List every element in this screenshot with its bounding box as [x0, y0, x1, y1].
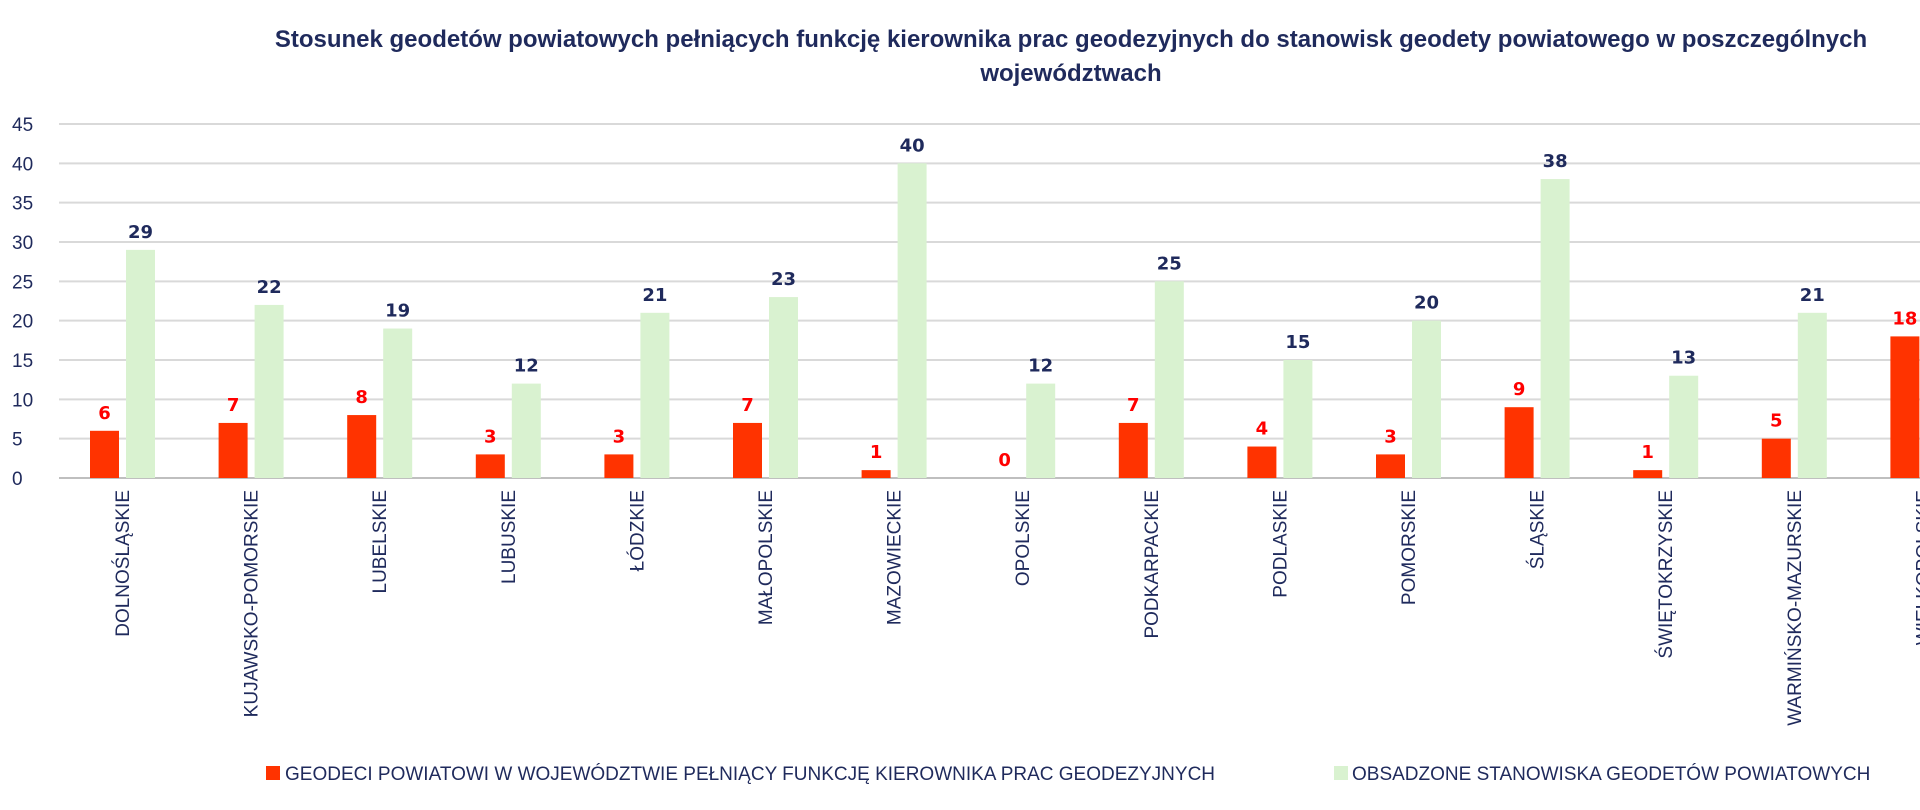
bar-series-1 — [1118, 422, 1148, 478]
data-label-series-1: 3 — [484, 426, 497, 447]
bar-series-2 — [897, 163, 927, 479]
data-label-series-1: 4 — [1256, 419, 1269, 440]
bar-series-1 — [218, 422, 248, 478]
x-tick-label: MAŁOPOLSKIE — [756, 490, 777, 625]
data-label-series-1: 1 — [870, 442, 883, 463]
data-label-series-2: 19 — [385, 301, 410, 322]
y-tick-label: 15 — [12, 351, 33, 372]
y-tick-label: 35 — [12, 194, 33, 215]
bar-series-1 — [1633, 470, 1663, 478]
chart-title-line-2: województwach — [979, 60, 1161, 87]
x-tick-label: MAZOWIECKIE — [885, 490, 906, 625]
chart-title-line-1: Stosunek geodetów powiatowych pełniących… — [275, 26, 1867, 53]
data-label-series-2: 20 — [1414, 293, 1439, 314]
bar-series-1 — [347, 415, 377, 478]
data-label-series-1: 9 — [1513, 379, 1526, 400]
bar-series-2 — [1154, 281, 1184, 478]
data-label-series-2: 12 — [514, 356, 539, 377]
data-label-series-1: 0 — [998, 450, 1011, 471]
legend: GEODECI POWIATOWI W WOJEWÓDZTWIE PEŁNIĄC… — [266, 763, 1870, 785]
data-label-series-2: 25 — [1157, 253, 1182, 274]
y-tick-label: 25 — [12, 272, 33, 293]
data-label-series-1: 7 — [741, 395, 754, 416]
bar-series-2 — [1797, 312, 1827, 478]
data-label-series-1: 7 — [1127, 395, 1140, 416]
x-tick-label: ŚLĄSKIE — [1527, 490, 1549, 569]
bar-series-1 — [1504, 407, 1534, 478]
data-label-series-2: 21 — [1800, 285, 1825, 306]
data-label-series-1: 3 — [1384, 426, 1397, 447]
data-label-series-1: 7 — [227, 395, 240, 416]
x-tick-label: LUBUSKIE — [499, 490, 520, 584]
bar-series-2 — [1026, 383, 1056, 478]
bar-series-2 — [640, 312, 670, 478]
data-label-series-2: 23 — [771, 269, 796, 290]
bar-series-2 — [1669, 375, 1699, 478]
data-label-series-2: 13 — [1671, 348, 1696, 369]
data-label-series-2: 22 — [257, 277, 282, 298]
data-label-series-2: 38 — [1543, 151, 1568, 172]
bar-series-2 — [1540, 179, 1570, 479]
x-tick-label: PODKARPACKIE — [1142, 490, 1163, 639]
x-tick-label: PODLASKIE — [1270, 490, 1291, 598]
bar-series-2 — [769, 297, 798, 478]
bar-series-2 — [383, 328, 413, 478]
gridlines — [59, 123, 1920, 479]
data-label-series-1: 1 — [1641, 442, 1654, 463]
x-tick-label: ŚWIĘTOKRZYSKIE — [1655, 490, 1677, 659]
bar-series-1 — [1376, 454, 1405, 478]
y-tick-label: 40 — [12, 154, 33, 175]
legend-label-series-2: OBSADZONE STANOWISKA GEODETÓW POWIATOWYC… — [1352, 763, 1870, 785]
bar-series-2 — [254, 304, 284, 478]
data-label-series-1: 3 — [613, 426, 626, 447]
bar-series-1 — [1890, 336, 1920, 478]
bar-series-1 — [604, 454, 634, 478]
bar-series-1 — [1761, 438, 1791, 478]
data-label-series-2: 21 — [642, 285, 667, 306]
data-label-series-2: 12 — [1028, 356, 1053, 377]
x-tick-label: WIELKOPOLSKIE — [1913, 490, 1920, 645]
data-label-series-2: 29 — [128, 222, 153, 243]
data-label-series-1: 5 — [1770, 411, 1783, 432]
x-tick-label: ŁÓDZKIE — [626, 490, 648, 571]
x-axis-labels: DOLNOŚLĄSKIE KUJAWSKO-POMORSKIE LUBELSKIE L… — [112, 490, 1920, 726]
bar-series-1 — [733, 422, 762, 478]
y-tick-label: 30 — [12, 233, 33, 254]
data-label-series-1: 6 — [98, 403, 111, 424]
y-tick-label: 10 — [12, 390, 33, 411]
y-tick-label: 20 — [12, 312, 33, 333]
x-tick-label: DOLNOŚLĄSKIE — [112, 490, 134, 637]
bars: 6 29 7 22 8 19 3 12 3 21 7 23 1 40 0 12 7 25 4 15 3 20 9 38 1 13 5… — [90, 135, 1920, 479]
bar-series-2 — [126, 249, 155, 478]
y-tick-label: 45 — [12, 115, 33, 136]
y-tick-label: 0 — [12, 469, 23, 490]
bar-series-1 — [861, 470, 891, 478]
bar-series-1 — [475, 454, 505, 478]
bar-series-2 — [1283, 360, 1313, 478]
y-tick-label: 5 — [12, 430, 23, 451]
x-tick-label: POMORSKIE — [1399, 490, 1420, 605]
y-axis-ticks: 0 5 10 15 20 25 30 35 40 45 — [12, 115, 33, 490]
x-tick-label: KUJAWSKO-POMORSKIE — [242, 490, 263, 717]
data-label-series-2: 15 — [1285, 332, 1310, 353]
data-label-series-1: 8 — [355, 387, 368, 408]
x-tick-label: WARMIŃSKO-MAZURSKIE — [1785, 490, 1806, 726]
legend-swatch-series-2 — [1334, 766, 1348, 780]
bar-series-1 — [90, 430, 119, 478]
data-label-series-1: 18 — [1892, 308, 1917, 329]
bar-series-2 — [511, 383, 541, 478]
data-label-series-2: 40 — [900, 135, 925, 156]
bar-series-1 — [1247, 446, 1277, 478]
x-tick-label: LUBELSKIE — [370, 490, 391, 594]
x-tick-label: OPOLSKIE — [1013, 490, 1034, 586]
legend-swatch-series-1 — [266, 766, 280, 780]
bar-series-2 — [1412, 320, 1441, 478]
legend-label-series-1: GEODECI POWIATOWI W WOJEWÓDZTWIE PEŁNIĄC… — [285, 763, 1215, 785]
